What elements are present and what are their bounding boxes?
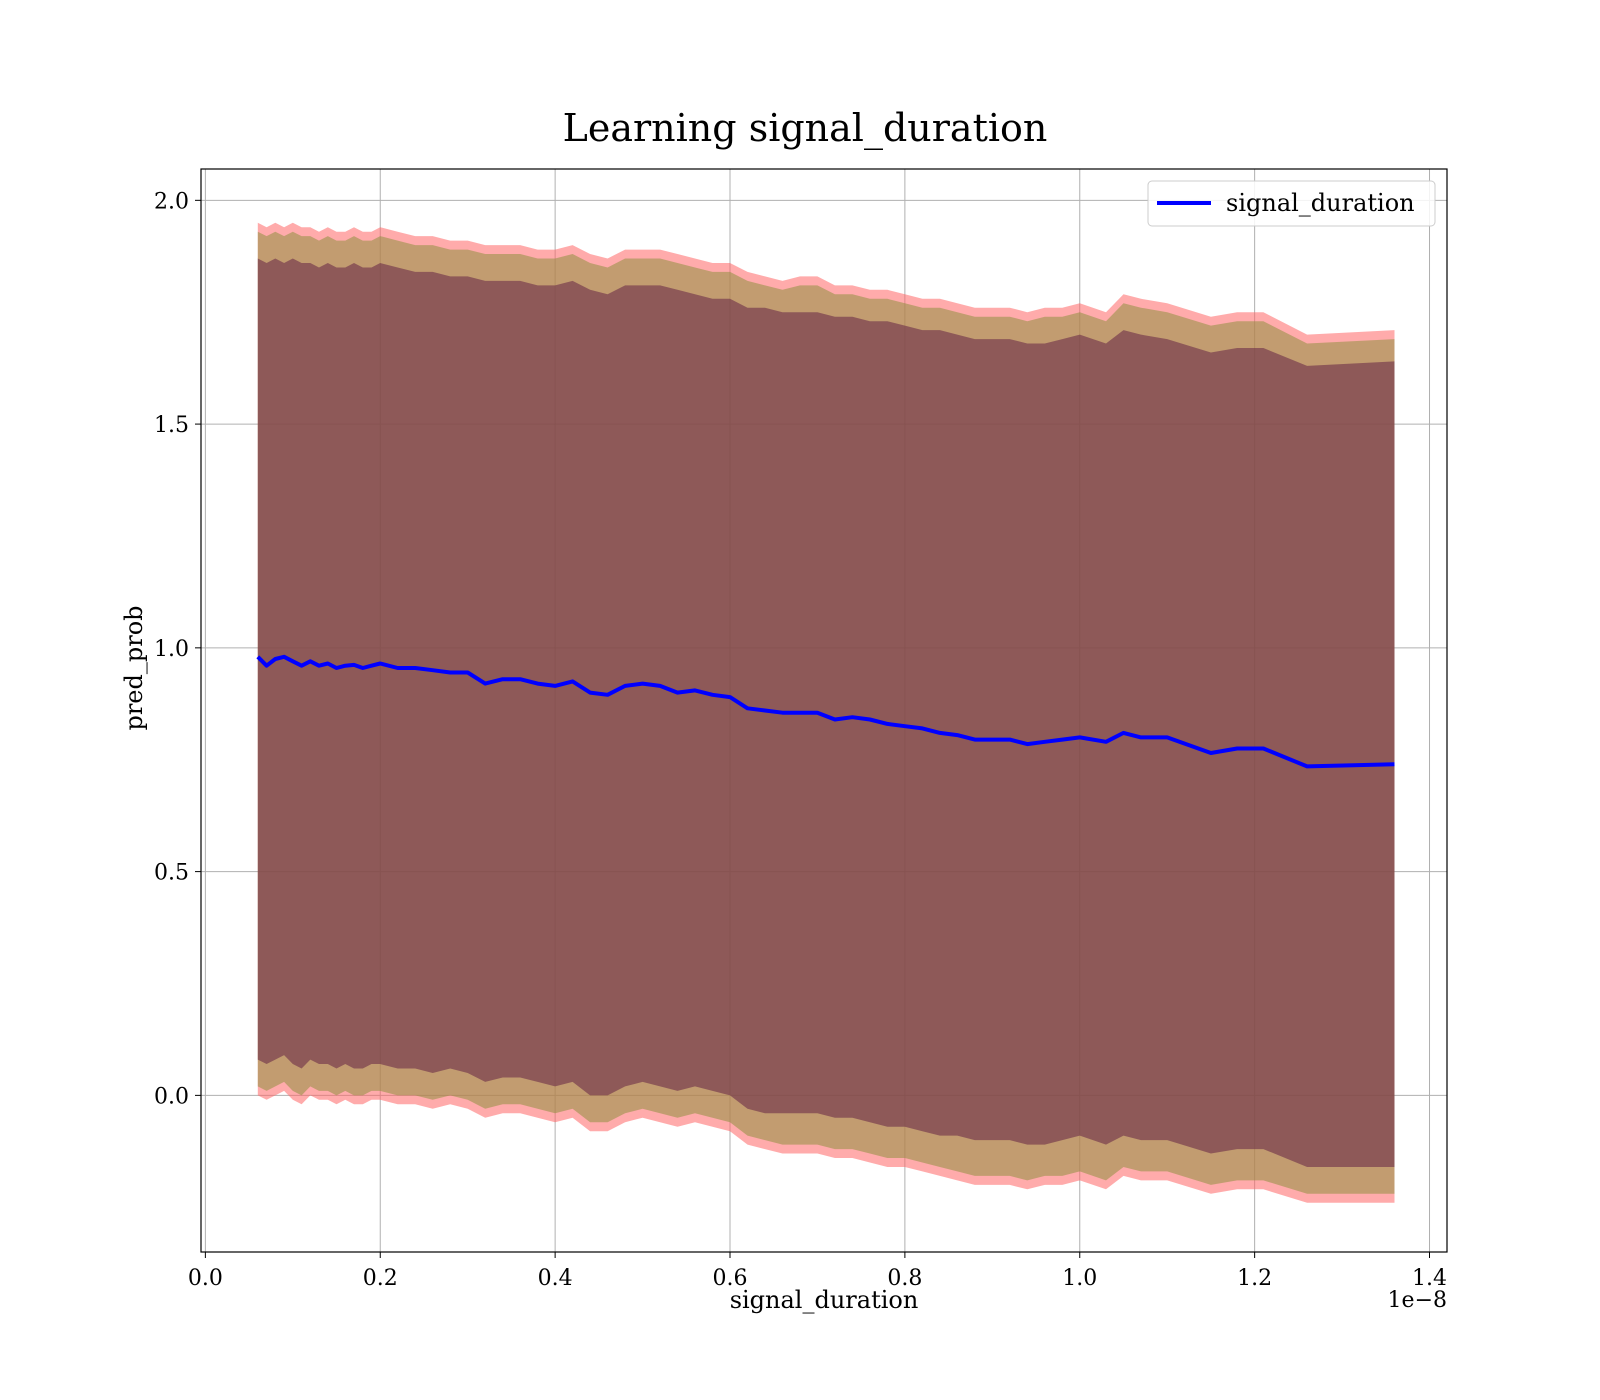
y-axis-label: pred_prob (120, 605, 148, 730)
y-tick-label: 2.0 (154, 189, 189, 214)
chart-title: Learning signal_duration (563, 106, 1048, 151)
series-lines (256, 654, 1395, 769)
x-tick-label: 0.6 (713, 1266, 748, 1291)
x-tick-label: 0.0 (188, 1266, 223, 1291)
legend-label: signal_duration (1226, 189, 1415, 217)
inner-band-area (257, 258, 1395, 1167)
y-tick-label: 1.5 (154, 413, 189, 438)
y-axis-ticks: 0.0 0.5 1.0 1.5 2.0 (154, 189, 201, 1109)
x-axis-label: signal_duration (730, 1286, 919, 1314)
plot-area-frame (200, 168, 1448, 1253)
x-tick-label: 1.2 (1237, 1266, 1272, 1291)
legend: signal_duration (1147, 180, 1436, 227)
x-tick-label: 1.0 (1062, 1266, 1097, 1291)
x-tick-label: 1.4 (1412, 1266, 1447, 1291)
x-tick-label: 0.4 (538, 1266, 573, 1291)
x-axis-offset-label: 1e−8 (1388, 1288, 1447, 1313)
legend-box (1147, 180, 1436, 227)
x-axis-ticks: 0.0 0.2 0.4 0.6 0.8 1.0 1.2 1.4 (188, 1252, 1447, 1291)
y-tick-label: 0.5 (154, 861, 189, 886)
series-line-signal-duration (256, 654, 1395, 769)
x-tick-label: 0.2 (363, 1266, 398, 1291)
x-tick-label: 0.8 (887, 1266, 922, 1291)
uncertainty-bands (257, 222, 1395, 1203)
y-tick-label: 1.0 (154, 637, 189, 662)
y-tick-label: 0.0 (154, 1084, 189, 1109)
